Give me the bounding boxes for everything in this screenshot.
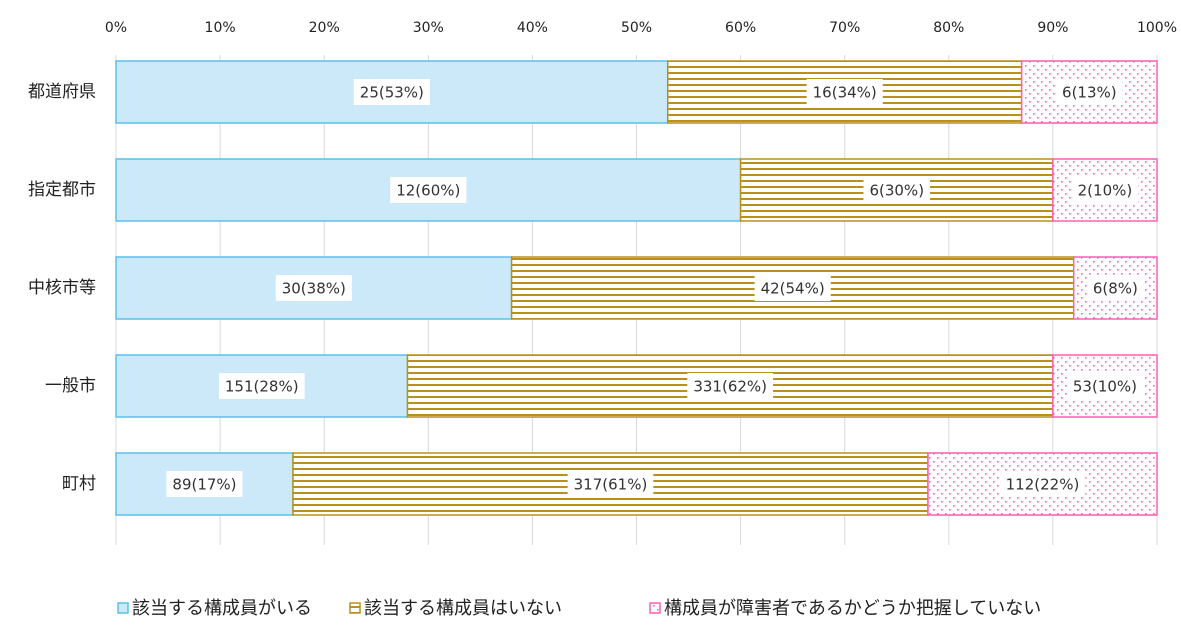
data-label: 112(22%)	[1006, 476, 1080, 494]
category-label: 町村	[62, 474, 96, 494]
legend-label: 構成員が障害者であるかどうか把握していない	[664, 598, 1041, 619]
x-tick-label: 40%	[517, 20, 548, 36]
data-label-bg	[999, 471, 1086, 497]
data-label: 16(34%)	[813, 84, 877, 102]
x-tick-label: 0%	[105, 20, 127, 36]
x-tick-label: 30%	[413, 20, 444, 36]
data-label-bg	[1066, 373, 1144, 399]
data-label-bg	[567, 471, 654, 497]
x-tick-label: 20%	[309, 20, 340, 36]
category-label: 指定都市	[28, 180, 96, 200]
category-label: 一般市	[45, 376, 96, 396]
x-tick-label: 90%	[1037, 20, 1068, 36]
data-label: 53(10%)	[1073, 378, 1137, 396]
data-label: 6(8%)	[1093, 280, 1138, 298]
data-label: 6(30%)	[869, 182, 924, 200]
data-label-bg	[1056, 79, 1123, 105]
category-label: 中核市等	[28, 278, 96, 298]
data-label: 12(60%)	[396, 182, 460, 200]
legend-swatch	[649, 602, 661, 614]
data-label: 331(62%)	[693, 378, 767, 396]
data-label: 42(54%)	[761, 280, 825, 298]
data-label-bg	[863, 177, 931, 203]
data-label: 30(38%)	[282, 280, 346, 298]
legend-label: 該当する構成員はいない	[364, 598, 562, 619]
legend-swatch	[117, 602, 129, 614]
x-tick-label: 100%	[1137, 20, 1177, 36]
x-tick-label: 70%	[829, 20, 860, 36]
bar-segment	[292, 452, 929, 516]
legend-label: 該当する構成員がいる	[132, 598, 312, 619]
data-label: 2(10%)	[1078, 182, 1133, 200]
x-tick-label: 10%	[205, 20, 236, 36]
data-label-bg	[218, 373, 305, 399]
data-label-bg	[353, 79, 430, 105]
data-label-bg	[687, 373, 774, 399]
x-tick-label: 60%	[725, 20, 756, 36]
x-tick-label: 50%	[621, 20, 652, 36]
category-label: 都道府県	[28, 82, 96, 102]
data-label: 151(28%)	[225, 378, 299, 396]
x-tick-label: 80%	[933, 20, 964, 36]
data-label-bg	[166, 471, 243, 497]
data-label: 25(53%)	[360, 84, 424, 102]
data-label-bg	[806, 79, 883, 105]
data-label-bg	[754, 275, 831, 301]
data-label-bg	[1071, 177, 1139, 203]
data-label-bg	[390, 177, 467, 203]
legend-swatch	[349, 602, 361, 614]
data-label-bg	[275, 275, 352, 301]
data-label: 89(17%)	[172, 476, 236, 494]
data-label-bg	[1086, 275, 1144, 301]
data-label: 6(13%)	[1062, 84, 1117, 102]
data-label: 317(61%)	[574, 476, 648, 494]
